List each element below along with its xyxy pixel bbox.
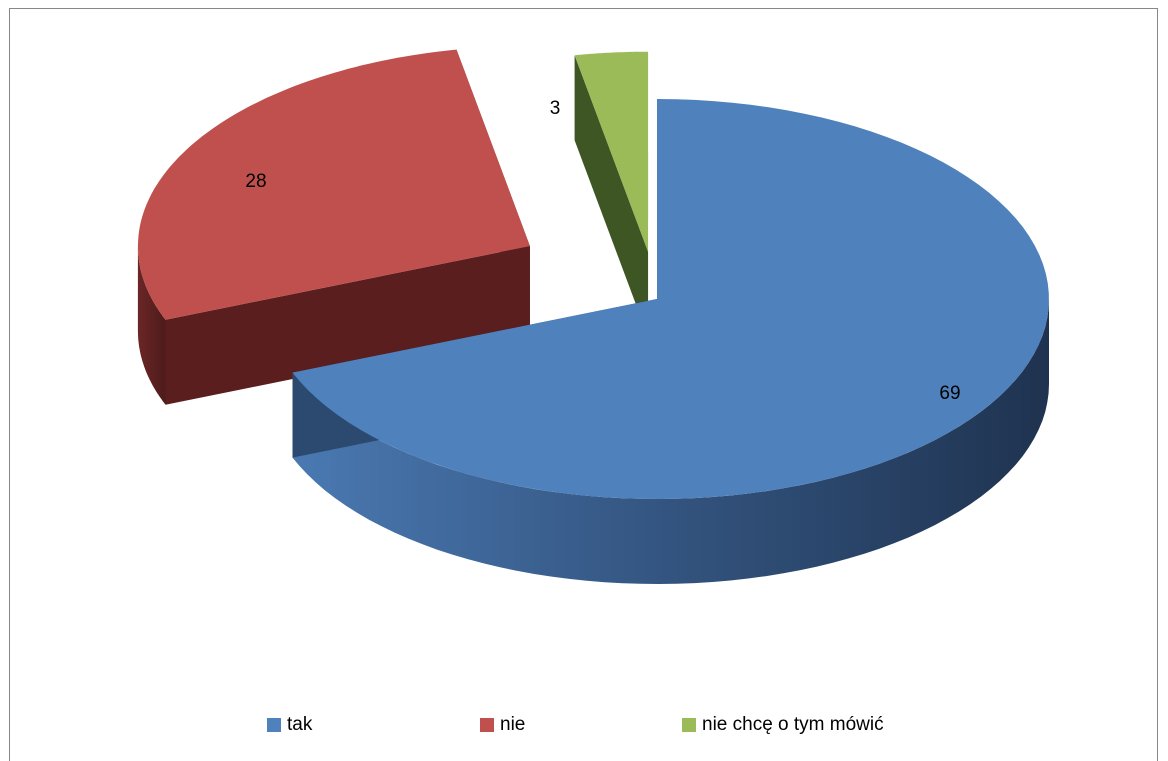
pie-cut-1-0 [165, 246, 530, 405]
pie-slice-1 [137, 49, 530, 320]
legend-label-tak: tak [287, 714, 313, 735]
legend-swatch-tak [267, 718, 281, 732]
legend-item-nie: nie [480, 710, 525, 740]
data-label-2: 3 [550, 98, 561, 119]
pie-side-0 [292, 299, 1049, 584]
pie-chart: 69 28 3 [137, 49, 1049, 584]
legend-label-nie-chce: nie chcę o tym mówić [702, 714, 884, 735]
legend-item-nie-chce: nie chcę o tym mówić [682, 710, 884, 740]
pie-slice-2 [574, 51, 649, 252]
pie-layers: 69 28 3 [137, 49, 1049, 584]
pie-slice-0 [292, 99, 1049, 499]
chart-frame: 69 28 3 tak nie nie chcę o tym mówić [9, 8, 1158, 761]
pie-side-1 [137, 246, 166, 405]
pie-cut-2-0 [574, 55, 649, 337]
data-label-0: 69 [939, 383, 960, 404]
legend-label-nie: nie [500, 714, 526, 735]
data-label-1: 28 [245, 171, 266, 192]
legend-swatch-nie [480, 718, 494, 732]
legend: tak nie nie chcę o tym mówić [10, 710, 1159, 740]
legend-item-tak: tak [267, 710, 312, 740]
legend-swatch-nie-chce [682, 718, 696, 732]
